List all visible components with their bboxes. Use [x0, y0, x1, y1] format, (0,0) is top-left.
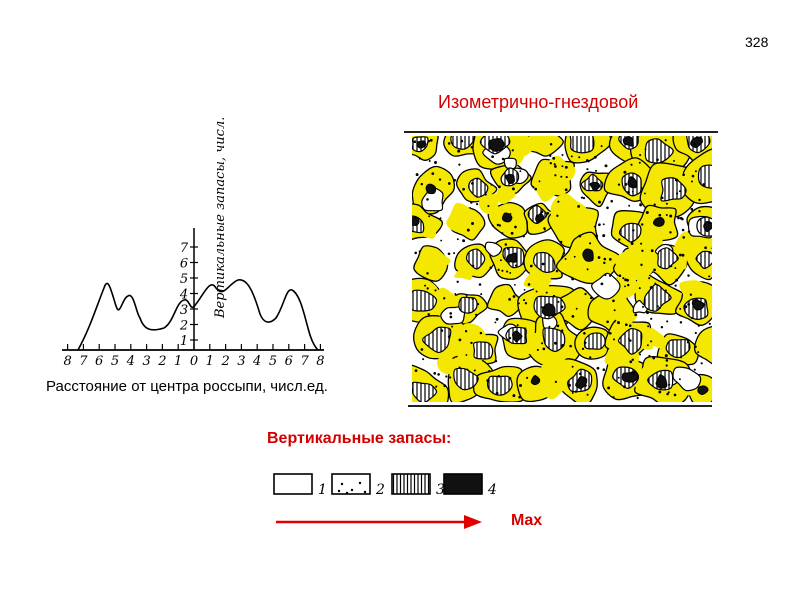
x-tick-label: 8 [316, 354, 324, 368]
x-tick-label: 3 [237, 354, 245, 368]
map-body [412, 136, 712, 402]
max-arrow [276, 515, 482, 529]
legend-item-2: 2 [331, 473, 385, 498]
y-axis-caption: Вертикальные запасы, числ.ед. [213, 118, 228, 319]
max-label: Max [511, 512, 543, 529]
x-tick-label: 5 [269, 354, 277, 368]
y-tick-label: 7 [180, 241, 189, 256]
legend-item-3: 3 [391, 473, 445, 498]
x-tick-label: 4 [126, 354, 135, 368]
map-title: Изометрично-гнездовой [438, 92, 639, 112]
legend-label: 2 [375, 482, 385, 498]
x-tick-label: 4 [252, 354, 261, 368]
x-tick-label: 1 [206, 354, 214, 368]
x-tick-label: 8 [63, 354, 71, 368]
x-tick-label: 0 [190, 354, 198, 368]
legend-item-1: 1 [273, 473, 327, 498]
legend-item-4: 4 [443, 473, 497, 498]
legend-swatch [443, 473, 483, 495]
y-tick-label: 3 [180, 303, 188, 318]
y-tick-label: 2 [179, 319, 188, 334]
legend-swatch [391, 473, 431, 495]
legend-label: 1 [318, 482, 327, 498]
dot-pattern [413, 138, 712, 400]
x-tick-label: 1 [174, 354, 182, 368]
page-number: 328 [745, 34, 769, 50]
x-tick-label: 6 [285, 354, 293, 368]
y-tick-label: 4 [179, 288, 188, 303]
x-tick-label: 3 [142, 354, 150, 368]
x-tick-label: 2 [220, 354, 229, 368]
legend-label: 4 [487, 482, 497, 498]
legend-label: 3 [436, 482, 445, 498]
x-tick-label: 7 [300, 354, 309, 368]
x-axis-caption: Расстояние от центра россыпи, числ.ед. [46, 378, 328, 395]
x-tick-label: 6 [95, 354, 103, 368]
x-tick-label: 7 [79, 354, 88, 368]
y-tick-label: 5 [180, 272, 188, 287]
black-zones [412, 136, 712, 395]
x-tick-label: 2 [157, 354, 166, 368]
placer-map [404, 131, 718, 407]
legend-swatch [273, 473, 313, 495]
legend-title: Вертикальные запасы: [267, 430, 452, 447]
y-tick-label: 1 [180, 334, 188, 349]
x-tick-label: 5 [111, 354, 119, 368]
legend: 1 2 3 4 [273, 473, 497, 498]
legend-swatch [331, 473, 371, 495]
y-tick-label: 6 [180, 257, 188, 272]
profile-curve [77, 279, 319, 351]
